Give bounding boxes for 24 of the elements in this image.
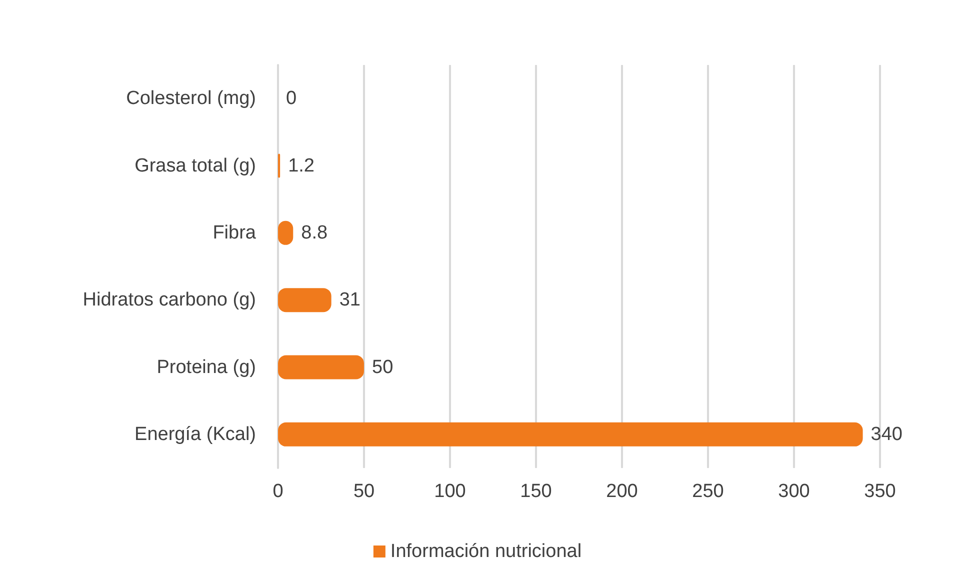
y-tick-label: Proteina (g) (156, 356, 256, 378)
x-tick-label: 100 (434, 481, 466, 502)
data-label: 0 (286, 88, 297, 110)
data-label: 8.8 (301, 222, 328, 244)
data-label: 340 (870, 424, 903, 445)
legend-label: Información nutricional (390, 541, 582, 562)
x-tick-label: 50 (353, 481, 375, 502)
bar (278, 422, 863, 446)
bar (278, 288, 332, 312)
data-label: 31 (339, 290, 360, 311)
x-tick-label: 300 (778, 481, 810, 502)
y-tick-label: Colesterol (mg) (126, 88, 256, 110)
x-tick-label: 150 (520, 481, 552, 502)
y-tick-label: Hidratos carbono (g) (82, 290, 256, 311)
x-tick-label: 200 (606, 481, 638, 502)
y-tick-label: Energía (Kcal) (134, 424, 256, 445)
x-tick-label: 0 (272, 481, 284, 502)
data-label: 50 (372, 356, 394, 378)
y-tick-label: Fibra (212, 222, 256, 244)
data-label: 1.2 (288, 155, 314, 176)
y-tick-label: Grasa total (g) (134, 155, 256, 176)
x-tick-label: 350 (864, 481, 896, 502)
bar (278, 355, 364, 380)
x-tick-label: 250 (692, 481, 724, 502)
